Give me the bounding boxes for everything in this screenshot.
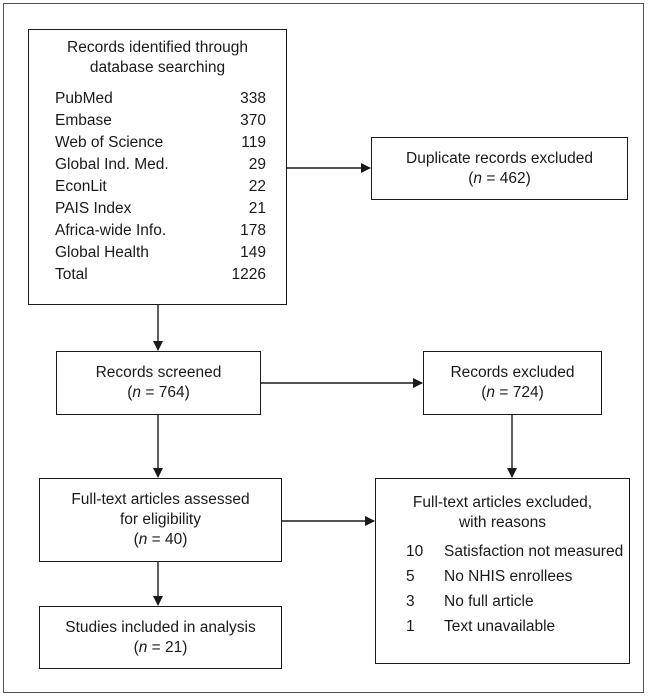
reason-count: 3 — [406, 593, 415, 610]
excluded-label: Records excluded — [450, 364, 575, 381]
database-count: 1226 — [231, 266, 266, 283]
n-symbol: n — [473, 169, 483, 187]
assessed-count: (n = 40) — [134, 530, 188, 550]
reason-text: No full article — [444, 593, 534, 610]
reason-count: 1 — [406, 618, 415, 635]
studies-included-box: Studies included in analysis (n = 21) — [39, 606, 282, 669]
database-count: 338 — [240, 90, 266, 107]
database-count: 178 — [240, 222, 266, 239]
n-value: = 21) — [147, 638, 188, 656]
database-row: Africa-wide Info. 178 — [55, 220, 266, 242]
included-count: (n = 21) — [134, 638, 188, 658]
database-count: 29 — [248, 156, 266, 173]
fulltext-excluded-box: Full-text articles excluded, with reason… — [375, 478, 630, 664]
database-count: 149 — [240, 244, 266, 261]
database-count: 22 — [248, 178, 266, 195]
database-row: Global Health 149 — [55, 242, 266, 264]
database-name: Global Ind. Med. — [55, 156, 169, 173]
database-count: 21 — [248, 200, 266, 217]
records-screened-box: Records screened (n = 764) — [56, 351, 261, 415]
paren: ( — [468, 169, 474, 187]
n-value: = 724) — [495, 384, 544, 401]
assessed-line-2: for eligibility — [120, 511, 201, 528]
reason-count: 5 — [406, 568, 415, 585]
paren: ( — [481, 384, 487, 401]
n-value: = 462) — [482, 169, 531, 187]
database-name: PubMed — [55, 90, 113, 107]
database-count: 119 — [241, 134, 266, 151]
database-name: EconLit — [55, 178, 107, 195]
database-row: Web of Science 119 — [55, 132, 266, 154]
database-row: EconLit 22 — [55, 176, 266, 198]
database-name: Africa-wide Info. — [55, 222, 167, 239]
duplicates-label: Duplicate records excluded — [406, 149, 593, 167]
database-name: Embase — [55, 112, 112, 129]
exclusion-reason-row: 10 Satisfaction not measured — [406, 539, 629, 564]
n-symbol: n — [138, 638, 148, 656]
paren: ( — [133, 638, 139, 656]
records-identified-box: Records identified through database sear… — [28, 29, 287, 305]
exclusion-reason-row: 3 No full article — [406, 589, 629, 614]
assessed-line-1: Full-text articles assessed — [71, 491, 250, 508]
title-line-2: database searching — [89, 59, 226, 76]
reason-text: No NHIS enrollees — [444, 568, 573, 585]
n-symbol: n — [486, 384, 496, 401]
database-name: Total — [55, 266, 88, 283]
excluded-count: (n = 724) — [481, 383, 543, 403]
n-symbol: n — [132, 384, 142, 401]
database-list: PubMed 338 Embase 370 Web of Science 119 Gl… — [29, 88, 286, 286]
included-label: Studies included in analysis — [65, 618, 256, 636]
paren: ( — [133, 531, 139, 548]
n-symbol: n — [138, 531, 148, 548]
figure-frame — [3, 3, 644, 693]
database-name: Global Health — [55, 244, 149, 261]
n-value: = 764) — [141, 384, 190, 401]
reason-text: Satisfaction not measured — [444, 543, 624, 560]
database-row: PubMed 338 — [55, 88, 266, 110]
title-line-2: with reasons — [458, 514, 546, 531]
database-row-total: Total 1226 — [55, 264, 266, 286]
title-line-1: Full-text articles excluded, — [412, 494, 593, 511]
records-excluded-box: Records excluded (n = 724) — [423, 351, 602, 415]
exclusion-reasons-list: 10 Satisfaction not measured 5 No NHIS enr… — [376, 539, 629, 639]
database-name: PAIS Index — [55, 200, 132, 217]
database-row: PAIS Index 21 — [55, 198, 266, 220]
duplicates-count: (n = 462) — [468, 169, 530, 189]
exclusion-reason-row: 5 No NHIS enrollees — [406, 564, 629, 589]
n-value: = 40) — [147, 531, 188, 548]
screened-label: Records screened — [95, 364, 222, 381]
reason-count: 10 — [406, 543, 424, 560]
title-line-1: Records identified through — [67, 39, 248, 56]
exclusion-reason-row: 1 Text unavailable — [406, 614, 629, 639]
paren: ( — [127, 384, 133, 401]
screened-count: (n = 764) — [127, 383, 189, 403]
database-row: Embase 370 — [55, 110, 266, 132]
database-row: Global Ind. Med. 29 — [55, 154, 266, 176]
records-identified-title: Records identified through database sear… — [29, 38, 286, 78]
duplicates-excluded-box: Duplicate records excluded (n = 462) — [371, 137, 628, 200]
database-count: 370 — [240, 112, 266, 129]
reason-text: Text unavailable — [444, 618, 556, 635]
fulltext-assessed-box: Full-text articles assessed for eligibil… — [39, 478, 282, 562]
fulltext-excluded-title: Full-text articles excluded, with reason… — [376, 493, 629, 533]
database-name: Web of Science — [55, 134, 164, 151]
